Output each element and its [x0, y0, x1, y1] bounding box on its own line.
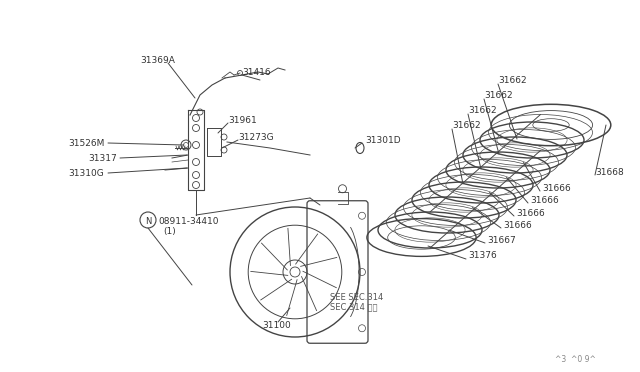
Text: 31310G: 31310G [68, 169, 104, 177]
Text: 31662: 31662 [468, 106, 497, 115]
Text: 31662: 31662 [498, 76, 527, 84]
Text: 31666: 31666 [503, 221, 532, 230]
Text: 31666: 31666 [542, 183, 571, 192]
Text: 31273G: 31273G [238, 132, 274, 141]
Text: 31317: 31317 [88, 154, 116, 163]
Text: 31416: 31416 [242, 67, 271, 77]
Text: 31301D: 31301D [365, 135, 401, 144]
Text: 31369A: 31369A [140, 55, 175, 64]
Text: 08911-34410: 08911-34410 [158, 217, 218, 225]
Text: 31668: 31668 [595, 167, 624, 176]
Text: 31662: 31662 [452, 121, 481, 129]
Text: 31526M: 31526M [68, 138, 104, 148]
Text: SEE SEC.314: SEE SEC.314 [330, 292, 383, 301]
Text: ^3  ^0 9^: ^3 ^0 9^ [555, 356, 596, 365]
Text: 31662: 31662 [484, 90, 513, 99]
Text: 31376: 31376 [468, 251, 497, 260]
Text: SEC.314 参照: SEC.314 参照 [330, 302, 378, 311]
Text: 31961: 31961 [228, 115, 257, 125]
Text: N: N [145, 217, 151, 225]
Text: 31666: 31666 [516, 208, 545, 218]
Text: 31100: 31100 [262, 321, 291, 330]
Text: 31666: 31666 [530, 196, 559, 205]
Text: (1): (1) [163, 227, 176, 235]
Text: 31667: 31667 [487, 235, 516, 244]
